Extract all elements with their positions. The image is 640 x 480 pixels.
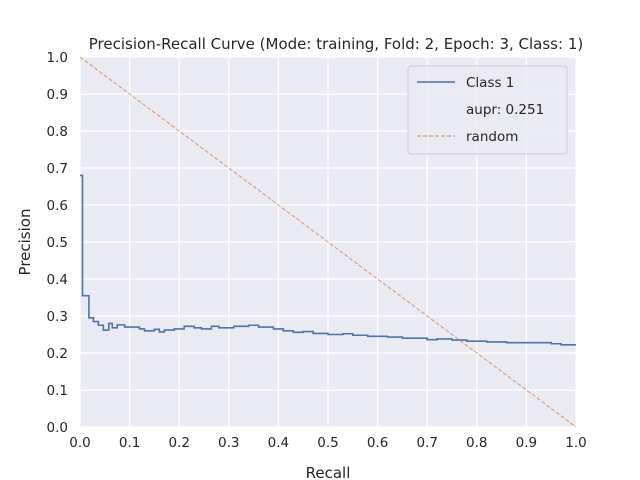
y-tick-label: 0.2	[47, 346, 68, 362]
x-tick-label: 0.9	[516, 435, 537, 451]
x-tick-label: 0.7	[416, 435, 437, 451]
legend: Class 1 aupr: 0.251 random	[407, 65, 568, 155]
x-tick-labels: 0.0 0.1 0.2 0.3 0.4 0.5 0.6 0.7 0.8 0.9 1.0	[69, 435, 586, 451]
grid-lines	[79, 56, 577, 428]
x-tick-label: 0.2	[168, 435, 189, 451]
x-tick-label: 0.0	[69, 435, 90, 451]
y-tick-label: 0.9	[47, 87, 68, 103]
y-tick-label: 0.4	[47, 272, 68, 288]
class-1-pr-line	[80, 174, 576, 346]
x-tick-label: 0.8	[466, 435, 487, 451]
x-tick-label: 0.5	[317, 435, 338, 451]
y-axis-label: Precision	[16, 209, 34, 276]
chart-title: Precision-Recall Curve (Mode: training, …	[89, 35, 583, 53]
x-axis-label: Recall	[306, 464, 351, 480]
random-baseline-line	[79, 56, 577, 428]
x-tick-label: 0.6	[367, 435, 388, 451]
y-tick-label: 0.3	[47, 309, 68, 325]
legend-label-random: random	[466, 129, 518, 145]
y-tick-label: 1.0	[47, 50, 68, 66]
y-tick-label: 0.5	[47, 235, 68, 251]
legend-label-class-1: Class 1	[466, 75, 514, 91]
y-tick-labels: 0.0 0.1 0.2 0.3 0.4 0.5 0.6 0.7 0.8 0.9 1.0	[47, 50, 68, 436]
y-tick-label: 0.8	[47, 124, 68, 140]
x-tick-label: 1.0	[565, 435, 586, 451]
y-tick-label: 0.7	[47, 161, 68, 177]
x-tick-label: 0.1	[119, 435, 140, 451]
legend-label-aupr: aupr: 0.251	[466, 102, 544, 118]
y-tick-label: 0.0	[47, 420, 68, 436]
x-tick-label: 0.4	[268, 435, 289, 451]
y-tick-label: 0.6	[47, 198, 68, 214]
x-tick-label: 0.3	[218, 435, 239, 451]
y-tick-label: 0.1	[47, 383, 68, 399]
legend-box	[407, 65, 568, 155]
series-layer	[79, 56, 577, 428]
